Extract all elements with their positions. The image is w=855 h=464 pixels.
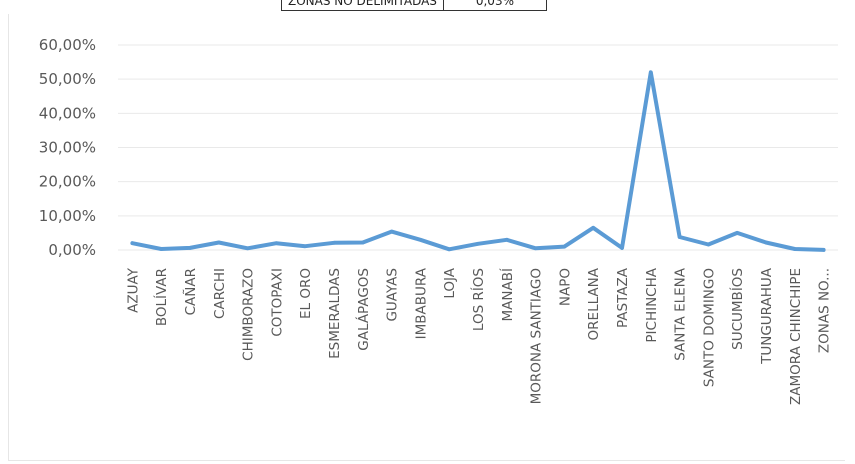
data-point bbox=[303, 244, 308, 249]
x-tick-label: AZUAY bbox=[125, 267, 141, 313]
data-point bbox=[562, 244, 567, 249]
y-tick-label: 30,00% bbox=[39, 139, 96, 157]
data-point bbox=[476, 242, 480, 246]
data-point bbox=[821, 248, 826, 252]
y-tick-label: 10,00% bbox=[39, 207, 96, 225]
x-tick-label: SUCUMBÍOS bbox=[729, 268, 746, 350]
chart-frame bbox=[8, 14, 845, 461]
summary-value: 0,03% bbox=[442, 0, 547, 11]
data-point bbox=[361, 240, 365, 245]
y-axis-ticks: 0,00% 10,00% 20,00% 30,00% 40,00% 50,00% 60,00… bbox=[39, 36, 96, 259]
x-tick-label: IMBABURA bbox=[413, 267, 429, 339]
series bbox=[130, 70, 826, 252]
data-point bbox=[418, 237, 423, 242]
y-tick-label: 60,00% bbox=[39, 36, 96, 54]
x-tick-label: ESMERALDAS bbox=[327, 268, 343, 359]
x-tick-label: MORONA SANTIAGO bbox=[529, 268, 545, 404]
series-line bbox=[130, 70, 826, 252]
x-tick-label: ZAMORA CHINCHIPE bbox=[788, 268, 804, 405]
x-tick-label: MANABÍ bbox=[499, 268, 516, 321]
data-point bbox=[764, 240, 768, 245]
gridlines bbox=[118, 44, 838, 251]
x-tick-label: CARCHI bbox=[212, 268, 228, 319]
x-tick-label: GALÁPAGOS bbox=[355, 268, 372, 351]
data-point bbox=[533, 246, 538, 251]
x-tick-label: EL ORO bbox=[298, 268, 314, 319]
data-point bbox=[217, 240, 221, 245]
data-point bbox=[505, 237, 509, 242]
x-tick-label: LOJA bbox=[442, 267, 458, 298]
data-point bbox=[706, 242, 711, 247]
data-point bbox=[188, 246, 192, 250]
x-tick-label: ORELLANA bbox=[586, 267, 602, 340]
data-point bbox=[332, 241, 336, 245]
x-tick-label: BOLÍVAR bbox=[153, 268, 170, 326]
data-point bbox=[649, 70, 653, 75]
x-tick-label: NAPO bbox=[557, 268, 573, 306]
x-tick-label: TUNGURAHUA bbox=[759, 267, 775, 365]
data-point bbox=[389, 229, 394, 234]
data-point bbox=[130, 241, 135, 245]
data-point bbox=[620, 246, 624, 250]
y-tick-label: 20,00% bbox=[39, 173, 96, 191]
data-point bbox=[793, 247, 797, 251]
x-tick-label: LOS RÍOS bbox=[470, 268, 487, 331]
x-axis-ticks: AZUAY BOLÍVAR CAÑAR CARCHI CHIMBORAZO COTOPAX… bbox=[125, 267, 832, 405]
x-tick-label: SANTA ELENA bbox=[673, 267, 689, 361]
x-tick-label: CHIMBORAZO bbox=[241, 268, 257, 361]
data-point bbox=[677, 235, 682, 239]
x-tick-label: COTOPAXI bbox=[269, 268, 285, 337]
y-tick-label: 50,00% bbox=[39, 70, 96, 88]
x-tick-label: PASTAZA bbox=[615, 267, 631, 328]
data-point bbox=[159, 247, 163, 251]
x-tick-label: PICHINCHA bbox=[644, 267, 660, 342]
summary-table: ZONAS NO DELIMITADAS 0,03% bbox=[281, 0, 547, 11]
data-point bbox=[591, 225, 595, 230]
data-point bbox=[735, 231, 739, 235]
x-tick-label: SANTO DOMINGO bbox=[701, 268, 717, 387]
data-point bbox=[245, 246, 250, 251]
summary-row: ZONAS NO DELIMITADAS 0,03% bbox=[281, 0, 547, 11]
y-tick-label: 0,00% bbox=[48, 241, 96, 259]
y-tick-label: 40,00% bbox=[39, 104, 96, 122]
data-point bbox=[274, 241, 279, 245]
data-point bbox=[447, 247, 452, 252]
x-tick-label: ZONAS NO... bbox=[817, 268, 833, 353]
x-tick-label: GUAYAS bbox=[385, 268, 401, 322]
x-tick-label: CAÑAR bbox=[182, 268, 199, 315]
